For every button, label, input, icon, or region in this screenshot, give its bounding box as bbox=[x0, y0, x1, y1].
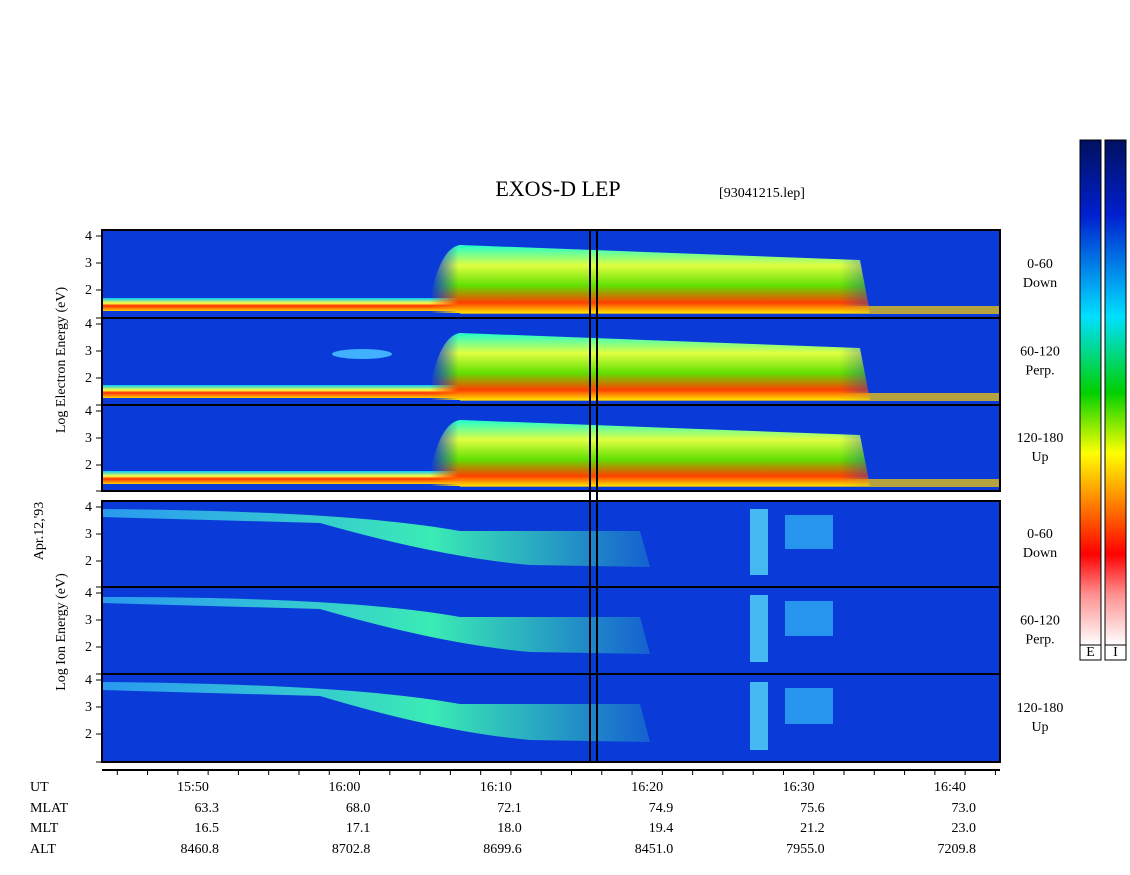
file-name: [93041215.lep] bbox=[719, 186, 805, 201]
row-value: 16:10 bbox=[480, 780, 512, 795]
panel-frame bbox=[101, 404, 1001, 492]
axis-label: Log Ion Energy (eV) bbox=[54, 573, 69, 691]
y-tick-label: 4 bbox=[85, 404, 92, 419]
row-value: 16:40 bbox=[934, 780, 966, 795]
ion-flux bbox=[750, 509, 768, 575]
row-value: 17.1 bbox=[346, 821, 371, 836]
y-tick-label: 2 bbox=[85, 727, 92, 742]
row-value: 73.0 bbox=[952, 801, 977, 816]
ion-flux bbox=[102, 682, 650, 742]
row-value: 74.9 bbox=[649, 801, 674, 816]
y-tick-label: 4 bbox=[85, 673, 92, 688]
y-tick-label: 4 bbox=[85, 317, 92, 332]
pitch-label: Perp. bbox=[1025, 633, 1054, 648]
row-value: 75.6 bbox=[800, 801, 825, 816]
row-value: 18.0 bbox=[497, 821, 522, 836]
y-tick-label: 2 bbox=[85, 640, 92, 655]
colorbar-label-box bbox=[1079, 644, 1102, 661]
row-value: 15:50 bbox=[177, 780, 209, 795]
row-value: 7209.8 bbox=[938, 842, 977, 857]
row-value: 16:00 bbox=[328, 780, 360, 795]
pitch-label: Down bbox=[1023, 546, 1057, 561]
panel-frame bbox=[101, 673, 1001, 763]
row-label: ALT bbox=[30, 842, 56, 857]
y-tick-label: 3 bbox=[85, 700, 92, 715]
row-value: 8702.8 bbox=[332, 842, 371, 857]
pitch-label: Up bbox=[1031, 720, 1048, 735]
pitch-label: Up bbox=[1031, 450, 1048, 465]
pitch-label: 60-120 bbox=[1020, 345, 1060, 360]
colorbar bbox=[1104, 139, 1127, 646]
y-tick-label: 2 bbox=[85, 458, 92, 473]
y-tick-label: 3 bbox=[85, 256, 92, 271]
low-energy-band bbox=[102, 385, 460, 398]
ion-flux bbox=[750, 682, 768, 750]
row-value: 72.1 bbox=[497, 801, 522, 816]
low-energy-band bbox=[102, 298, 460, 311]
row-value: 7955.0 bbox=[786, 842, 825, 857]
row-label: MLT bbox=[30, 821, 59, 836]
pitch-label: 120-180 bbox=[1017, 701, 1064, 716]
row-value: 68.0 bbox=[346, 801, 371, 816]
y-tick-label: 3 bbox=[85, 344, 92, 359]
ion-flux bbox=[102, 509, 650, 567]
flux-patch bbox=[332, 349, 392, 359]
row-value: 16:30 bbox=[783, 780, 815, 795]
row-value: 8460.8 bbox=[181, 842, 220, 857]
electron-flux bbox=[430, 420, 870, 486]
row-label: MLAT bbox=[30, 801, 69, 816]
ion-flux bbox=[785, 688, 833, 724]
row-value: 63.3 bbox=[195, 801, 220, 816]
colorbar bbox=[1079, 139, 1102, 646]
ion-flux bbox=[750, 595, 768, 662]
colorbar-label-box bbox=[1104, 644, 1127, 661]
row-value: 16.5 bbox=[195, 821, 220, 836]
y-tick-label: 4 bbox=[85, 229, 92, 244]
row-value: 21.2 bbox=[800, 821, 825, 836]
colorbar-label: I bbox=[1113, 645, 1118, 660]
row-value: 16:20 bbox=[631, 780, 663, 795]
title: EXOS-D LEP bbox=[495, 176, 620, 201]
ion-flux bbox=[785, 601, 833, 636]
row-value: 23.0 bbox=[952, 821, 977, 836]
pitch-label: Perp. bbox=[1025, 364, 1054, 379]
pitch-label: 120-180 bbox=[1017, 431, 1064, 446]
y-tick-label: 4 bbox=[85, 500, 92, 515]
spectrogram bbox=[101, 229, 1001, 763]
row-value: 19.4 bbox=[649, 821, 674, 836]
row-value: 8451.0 bbox=[635, 842, 674, 857]
pitch-label: Down bbox=[1023, 276, 1057, 291]
row-value: 8699.6 bbox=[483, 842, 522, 857]
y-tick-label: 2 bbox=[85, 283, 92, 298]
axis-label: Log Electron Energy (eV) bbox=[54, 287, 69, 434]
pitch-label: 0-60 bbox=[1027, 527, 1053, 542]
colorbar-label: E bbox=[1086, 645, 1095, 660]
y-tick-label: 2 bbox=[85, 371, 92, 386]
electron-flux bbox=[430, 333, 870, 400]
y-tick-label: 3 bbox=[85, 527, 92, 542]
electron-flux bbox=[430, 245, 870, 313]
y-tick-label: 4 bbox=[85, 586, 92, 601]
ion-flux bbox=[102, 597, 650, 654]
y-tick-label: 2 bbox=[85, 554, 92, 569]
row-label: UT bbox=[30, 780, 49, 795]
y-tick-label: 3 bbox=[85, 613, 92, 628]
ion-flux bbox=[785, 515, 833, 549]
y-tick-label: 3 bbox=[85, 431, 92, 446]
pitch-label: 0-60 bbox=[1027, 257, 1053, 272]
pitch-label: 60-120 bbox=[1020, 614, 1060, 629]
low-energy-band bbox=[102, 471, 460, 484]
date-label: Apr.12,'93 bbox=[32, 502, 47, 561]
